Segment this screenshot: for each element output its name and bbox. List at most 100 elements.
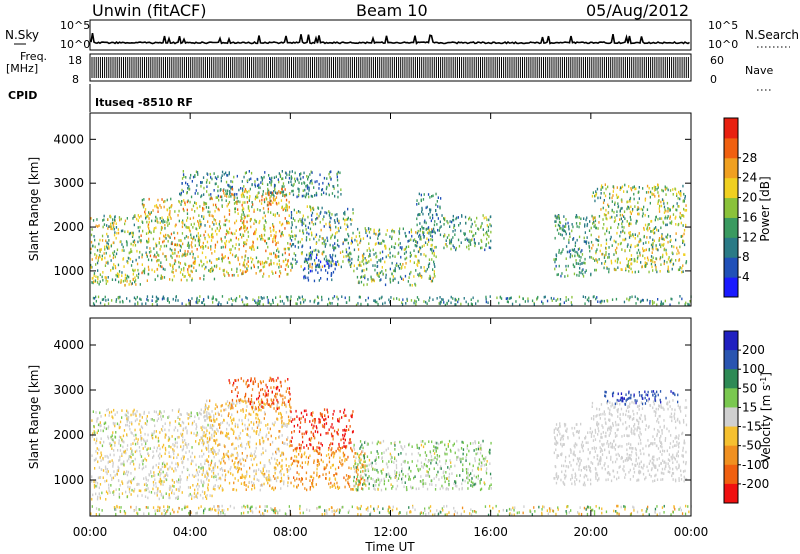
power-cell — [597, 300, 599, 303]
power-cell — [115, 222, 117, 225]
power-cell — [302, 268, 305, 272]
power-cell — [235, 229, 237, 232]
power-cell — [232, 244, 234, 248]
power-cell — [184, 203, 186, 206]
velocity-cell — [257, 409, 260, 412]
power-cell — [636, 257, 639, 260]
velocity-cell — [265, 435, 267, 438]
velocity-cell — [139, 453, 142, 456]
power-cell — [418, 274, 420, 278]
power-cell — [621, 200, 623, 203]
power-cell — [577, 252, 579, 256]
power-cell — [626, 190, 628, 194]
power-cell — [198, 235, 200, 239]
velocity-cell — [245, 401, 247, 405]
power-cell — [465, 222, 467, 225]
power-cell — [309, 262, 311, 266]
power-cell — [263, 175, 265, 179]
power-cell — [278, 263, 281, 266]
velocity-cell — [200, 436, 202, 439]
power-cell — [399, 227, 401, 231]
power-cell — [253, 265, 255, 269]
power-cell — [593, 220, 595, 224]
velocity-cell — [112, 476, 115, 480]
power-cell — [216, 196, 219, 199]
power-cell — [114, 215, 116, 218]
power-cell — [320, 268, 322, 272]
power-cell — [432, 216, 434, 220]
power-cell — [335, 225, 337, 229]
power-cell — [458, 244, 461, 248]
velocity-cell — [100, 451, 102, 455]
power-cell — [562, 227, 564, 230]
power-cell — [259, 299, 261, 303]
velocity-cell — [160, 415, 162, 418]
velocity-cell — [237, 425, 239, 429]
power-cell — [304, 298, 306, 302]
power-cell — [592, 191, 594, 194]
power-cell — [559, 298, 562, 301]
power-cell — [558, 220, 561, 224]
velocity-cell — [187, 458, 189, 461]
power-cell — [91, 228, 93, 231]
velocity-cell — [189, 486, 191, 489]
velocity-cell — [248, 397, 250, 401]
power-cell — [201, 264, 203, 268]
power-cell — [620, 198, 623, 202]
power-cell — [309, 173, 311, 176]
power-cell — [234, 207, 236, 211]
power-cell — [141, 253, 143, 257]
power-cell — [230, 297, 232, 300]
power-cell — [284, 217, 286, 220]
power-cell — [554, 267, 556, 271]
power-cell — [112, 224, 114, 227]
power-cell — [218, 301, 220, 304]
power-cell — [93, 303, 96, 307]
power-cell — [624, 217, 626, 220]
power-cell — [318, 259, 320, 262]
velocity-cell — [213, 424, 215, 428]
power-cell — [674, 217, 676, 220]
power-cell — [216, 240, 219, 244]
power-cell — [423, 269, 426, 273]
power-cell — [301, 238, 303, 241]
power-cell — [168, 206, 171, 210]
power-cell — [431, 279, 434, 283]
power-cell — [248, 209, 250, 213]
power-cell — [294, 258, 296, 262]
power-cell — [624, 183, 626, 187]
power-cell — [184, 275, 186, 278]
velocity-cell — [271, 422, 274, 426]
power-cell — [246, 267, 248, 270]
power-cell — [203, 233, 205, 237]
power-cell — [627, 260, 630, 263]
power-cell — [256, 194, 258, 197]
power-cell — [236, 193, 238, 196]
power-cell — [299, 229, 301, 233]
power-cell — [123, 249, 125, 252]
power-cell — [188, 302, 190, 305]
power-cell — [226, 301, 229, 304]
power-cell — [665, 209, 667, 213]
power-cell — [357, 227, 359, 231]
power-cell — [510, 296, 512, 300]
power-cell — [237, 256, 239, 260]
power-cell — [229, 192, 231, 196]
power-cell — [578, 271, 581, 274]
power-cell — [318, 214, 320, 218]
power-cell — [378, 259, 380, 262]
power-cell — [347, 232, 349, 236]
power-cell — [307, 192, 309, 196]
power-cell — [169, 278, 171, 281]
velocity-cell — [164, 474, 166, 477]
power-cell — [567, 274, 569, 278]
power-cell — [344, 238, 346, 242]
velocity-cell — [237, 468, 240, 472]
power-cell — [168, 222, 170, 225]
power-cell — [180, 193, 182, 197]
power-cell — [316, 180, 318, 183]
power-cell — [477, 227, 479, 230]
velocity-cell — [140, 438, 142, 442]
velocity-cell — [212, 418, 215, 421]
power-cell — [634, 205, 636, 208]
